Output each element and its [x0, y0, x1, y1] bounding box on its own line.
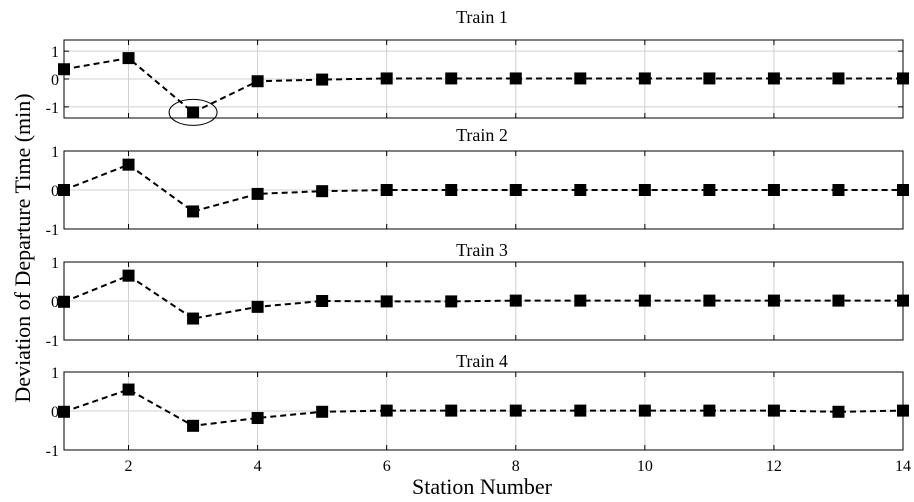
y-tick-label: 1 [51, 144, 59, 161]
data-point [58, 184, 70, 196]
data-point [316, 405, 329, 418]
data-point [638, 184, 651, 196]
x-tick-label: 12 [766, 458, 782, 475]
data-point [574, 184, 587, 196]
subplot-title: Train 3 [456, 240, 508, 260]
data-point [251, 412, 264, 425]
data-point [122, 269, 135, 282]
data-point [897, 184, 909, 196]
y-tick-label: 1 [51, 44, 59, 61]
data-point [251, 300, 264, 313]
series-line [63, 163, 903, 213]
y-tick-label: 0 [51, 183, 59, 200]
data-point [380, 72, 393, 85]
data-point [703, 294, 716, 307]
data-point [574, 294, 587, 307]
data-point [832, 405, 845, 418]
data-point [58, 295, 70, 308]
data-point [122, 52, 135, 65]
data-point [316, 73, 329, 86]
subplot-train-2: Train 2 -1 0 1 [46, 125, 909, 239]
data-point [897, 404, 909, 417]
y-tick-label: 1 [51, 255, 59, 272]
data-point [187, 106, 200, 119]
data-point [574, 72, 587, 85]
data-point [187, 419, 200, 432]
x-tick-label: 2 [125, 458, 133, 475]
data-point [445, 184, 458, 196]
y-tick-label: 0 [51, 404, 59, 421]
x-tick-label: 6 [383, 458, 391, 475]
data-point [445, 72, 458, 85]
data-point [122, 158, 135, 171]
subplot-train-3: Train 3 -1 0 1 [46, 240, 909, 350]
data-point [316, 185, 329, 198]
data-point [122, 383, 135, 396]
data-point [767, 294, 780, 307]
subplot-title: Train 2 [456, 125, 508, 145]
y-axis-label: Deviation of Departure Time (min) [10, 93, 35, 402]
y-tick-label: 0 [51, 294, 59, 311]
data-point [445, 404, 458, 417]
data-point [380, 184, 393, 196]
data-point [380, 404, 393, 417]
data-point [703, 72, 716, 85]
data-point [380, 295, 393, 308]
data-point [703, 404, 716, 417]
data-point [509, 184, 522, 196]
data-point [767, 72, 780, 85]
x-tick-label: 4 [254, 458, 262, 475]
data-point [767, 404, 780, 417]
data-point [509, 72, 522, 85]
subplot-title: Train 4 [456, 351, 508, 371]
data-point [638, 294, 651, 307]
data-point [832, 294, 845, 307]
data-point [187, 205, 200, 218]
y-tick-label: -1 [46, 333, 59, 350]
x-tick-label: 14 [895, 458, 911, 475]
highlight-ellipse [168, 98, 218, 126]
data-point [832, 72, 845, 85]
data-point [187, 312, 200, 325]
y-tick-label: -1 [46, 222, 59, 239]
data-point [251, 187, 264, 200]
data-point [445, 295, 458, 308]
data-point [638, 72, 651, 85]
data-point [703, 184, 716, 196]
y-tick-label: -1 [46, 443, 59, 460]
subplot-title: Train 1 [456, 7, 508, 27]
data-point [574, 404, 587, 417]
data-point [897, 72, 909, 85]
data-point [316, 295, 329, 307]
data-point [897, 294, 909, 307]
data-point [58, 405, 70, 418]
subplot-train-1: Train 1 -1 0 1 [46, 7, 909, 126]
x-axis-label: Station Number [412, 474, 553, 499]
data-point [509, 404, 522, 417]
data-point [251, 75, 264, 88]
series-line [63, 388, 904, 427]
x-tick-label: 8 [512, 458, 520, 475]
data-point [638, 404, 651, 417]
x-tick-label: 10 [637, 458, 653, 475]
y-tick-label: 0 [51, 72, 59, 89]
data-point [767, 184, 780, 196]
data-point [832, 184, 845, 196]
series-line [63, 57, 903, 114]
data-point [58, 63, 70, 76]
y-tick-label: -1 [46, 100, 59, 117]
data-point [509, 294, 522, 307]
y-tick-label: 1 [51, 365, 59, 382]
